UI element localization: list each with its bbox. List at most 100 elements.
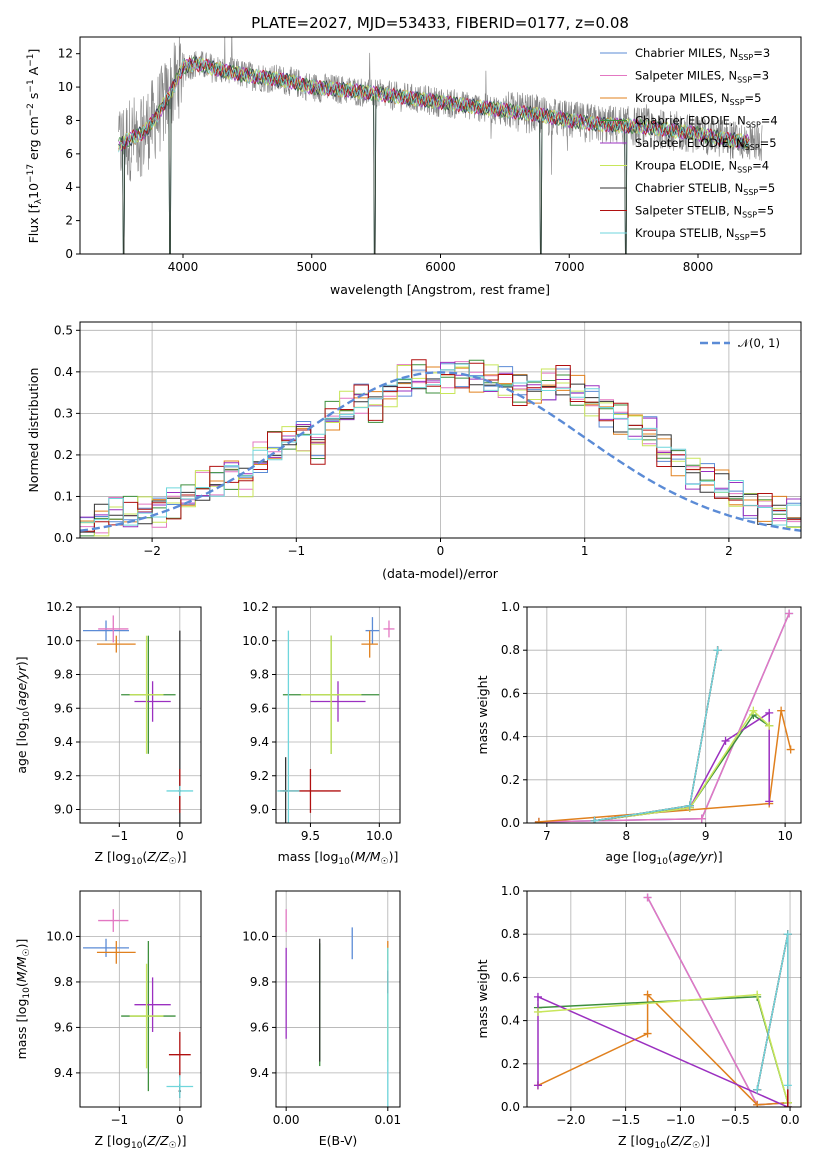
axes-frame [526, 606, 802, 824]
model-spectrum-line [118, 56, 750, 254]
y-tick-label: 10.0 [46, 929, 73, 943]
y-tick-label: 10.2 [46, 600, 73, 614]
y-tick-label: 0.3 [54, 406, 73, 420]
x-tick-label: 8 [622, 829, 630, 843]
legend-label: Kroupa MILES, NSSP=5 [635, 91, 761, 107]
y-tick-label: 9.6 [54, 701, 73, 715]
mass-weight-marker [533, 1007, 542, 1016]
legend-label: 𝒩(0, 1) [738, 336, 780, 350]
mass-weight-marker [786, 745, 795, 754]
mass-weight-marker [765, 708, 774, 717]
mass-weight-marker [765, 797, 774, 806]
y-tick-label: 12 [58, 47, 73, 61]
x-tick-label: −0.5 [721, 1113, 750, 1127]
mass-weight-marker [533, 1081, 542, 1090]
y-tick-label: 8 [65, 113, 73, 127]
model-spectrum-line [118, 56, 750, 254]
y-tick-label: 9.6 [250, 1020, 269, 1034]
x-tick-label: 4000 [168, 260, 199, 274]
x-tick-label: −2 [143, 544, 161, 558]
x-axis-label: (data-model)/error [382, 566, 499, 581]
y-axis-label: mass [log10(M/M☉)] [14, 939, 32, 1060]
x-axis-label: E(B-V) [319, 1133, 358, 1148]
y-tick-label: 0.0 [54, 531, 73, 545]
plot-area [118, 37, 763, 254]
x-tick-label: −1 [110, 1113, 128, 1127]
y-tick-label: 9.0 [250, 803, 269, 817]
y-tick-label: 4 [65, 180, 73, 194]
mass-weight-line [538, 710, 792, 823]
x-tick-label: −1 [110, 829, 128, 843]
mass-weight-marker [643, 893, 652, 902]
y-tick-label: 0.2 [501, 1057, 520, 1071]
plot-area [83, 909, 194, 1098]
axes-frame [275, 890, 401, 1108]
legend-label: Salpeter STELIB, NSSP=5 [635, 204, 774, 220]
spectrum-legend: Chabrier MILES, NSSP=3 Salpeter MILES, NS… [600, 46, 778, 242]
mass-weight-marker [749, 706, 758, 715]
x-tick-label: 0 [176, 1113, 184, 1127]
y-tick-label: 0.1 [54, 489, 73, 503]
x-axis-label: Z [log10(Z/Z☉)] [95, 849, 187, 867]
legend-label: Chabrier MILES, NSSP=3 [635, 46, 770, 62]
mass-weight-marker [713, 646, 722, 655]
y-tick-label: 10.0 [242, 634, 269, 648]
mass-weight-marker [777, 706, 786, 715]
mass-weight-marker [533, 992, 542, 1001]
model-spectrum-line [118, 56, 750, 254]
mass-vs-ebv-panel: 0.00 0.01 9.4 9.6 9.8 10.0 E(B-V) [242, 890, 401, 1148]
x-tick-label: 9 [702, 829, 710, 843]
y-tick-label: 9.2 [54, 769, 73, 783]
y-tick-label: 0.4 [54, 365, 73, 379]
x-axis-label: Z [log10(Z/Z☉)] [95, 1133, 187, 1151]
y-tick-label: 0 [65, 247, 73, 261]
x-tick-label: 6000 [425, 260, 456, 274]
y-axis-label: Flux [fλ10−17 erg cm−2 s−1 A−1] [26, 49, 44, 244]
x-tick-label: 0.0 [780, 1113, 799, 1127]
legend-label: Salpeter ELODIE, NSSP=5 [635, 136, 777, 152]
x-tick-label: 7 [543, 829, 551, 843]
mass-weight-line [594, 711, 770, 822]
age-vs-mass-panel: 9.5 10.0 9.0 9.2 9.4 9.6 9.8 10.0 10.2 mass [log1… [242, 600, 401, 867]
mass-weight-line [594, 709, 770, 822]
legend-label: Kroupa STELIB, NSSP=5 [635, 226, 766, 242]
y-tick-label: 0.6 [501, 970, 520, 984]
y-tick-label: 0.2 [501, 773, 520, 787]
y-tick-label: 9.4 [250, 1066, 269, 1080]
y-tick-label: 0.5 [54, 323, 73, 337]
mass-weight-line [537, 995, 789, 1107]
y-axis-label: Normed distribution [26, 368, 41, 493]
x-axis-label: wavelength [Angstrom, rest frame] [330, 282, 550, 297]
y-tick-label: 0.8 [501, 927, 520, 941]
mass-weight-marker [753, 990, 762, 999]
plot-area [83, 615, 194, 823]
y-tick-label: 10.0 [242, 929, 269, 943]
mass-weight-marker [783, 1081, 792, 1090]
y-axis-label: age [log10(age/yr)] [14, 656, 32, 773]
x-tick-label: 1 [581, 544, 589, 558]
mass-weight-marker [753, 1100, 762, 1107]
residuals-panel: −2 −1 0 1 2 0.0 0.1 0.2 0.3 0.4 0.5 𝒩(0, 1) (data-mo… [26, 321, 802, 581]
mass-weight-marker [685, 801, 694, 810]
y-tick-label: 0.0 [501, 816, 520, 830]
model-spectrum-line [118, 57, 750, 153]
x-tick-label: 2 [725, 544, 733, 558]
y-tick-label: 0.6 [501, 686, 520, 700]
mass-weight-marker [643, 990, 652, 999]
axes-frame [79, 890, 202, 1108]
x-tick-label: −1 [287, 544, 305, 558]
x-tick-label: 10 [777, 829, 792, 843]
mass-weight-marker [785, 609, 794, 618]
y-tick-label: 9.4 [54, 1066, 73, 1080]
y-tick-label: 9.8 [250, 975, 269, 989]
figure-title: PLATE=2027, MJD=53433, FIBERID=0177, z=0… [251, 14, 629, 32]
x-axis-label: age [log10(age/yr)] [605, 849, 722, 867]
y-tick-label: 9.4 [54, 735, 73, 749]
mass-weight-line [537, 992, 788, 1106]
y-tick-label: 9.8 [54, 975, 73, 989]
mass-weight-marker [721, 736, 730, 745]
legend-label: Chabrier STELIB, NSSP=5 [635, 181, 775, 197]
axes-frame [275, 606, 401, 824]
x-tick-label: 0.01 [374, 1113, 401, 1127]
